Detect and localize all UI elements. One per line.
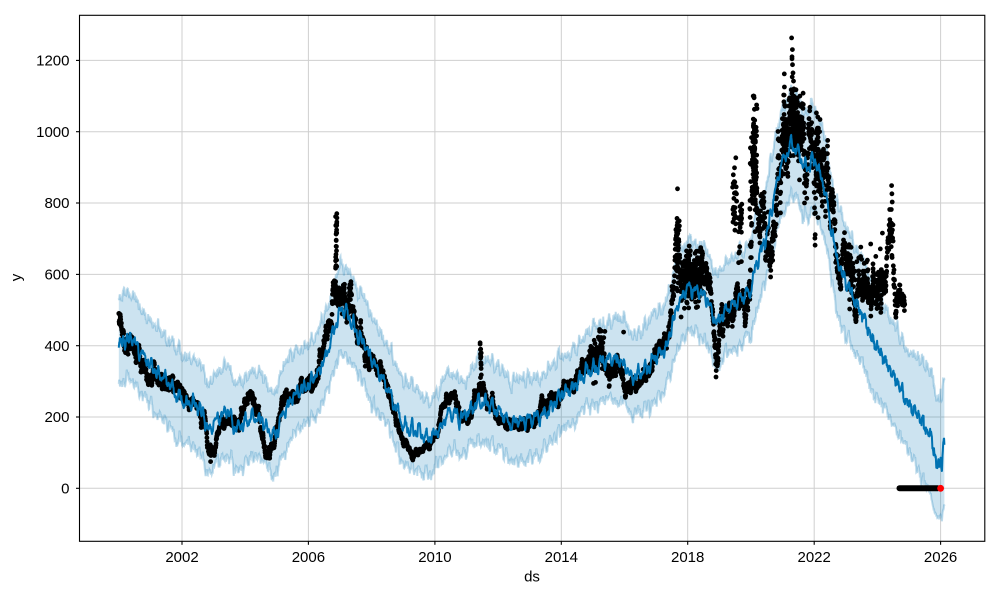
svg-text:0: 0	[61, 481, 69, 498]
svg-text:ds: ds	[524, 569, 540, 586]
svg-text:y: y	[8, 273, 25, 281]
svg-text:2014: 2014	[545, 549, 578, 566]
svg-text:1000: 1000	[36, 124, 69, 141]
svg-text:400: 400	[44, 338, 69, 355]
svg-text:2018: 2018	[671, 549, 704, 566]
svg-text:2006: 2006	[292, 549, 325, 566]
svg-text:1200: 1200	[36, 53, 69, 70]
svg-text:2010: 2010	[418, 549, 451, 566]
svg-text:2026: 2026	[924, 549, 957, 566]
svg-text:600: 600	[44, 267, 69, 284]
svg-text:200: 200	[44, 409, 69, 426]
svg-text:2022: 2022	[798, 549, 831, 566]
svg-text:2002: 2002	[165, 549, 198, 566]
svg-text:800: 800	[44, 195, 69, 212]
